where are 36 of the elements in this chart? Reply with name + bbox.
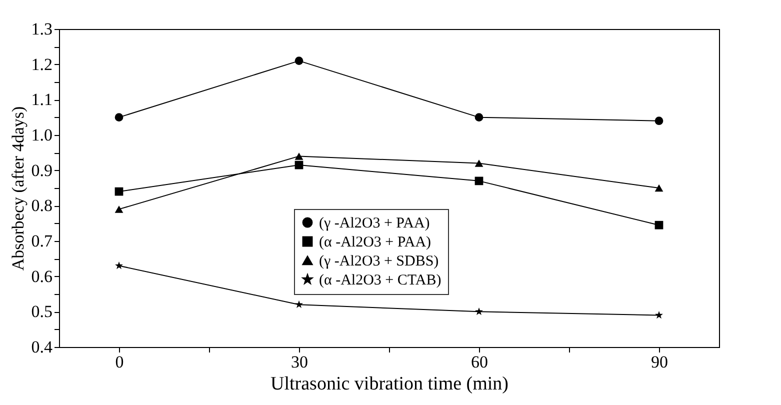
point — [654, 184, 664, 192]
point — [655, 311, 663, 319]
legend-label: (γ -Al2O3 + PAA) — [319, 216, 430, 232]
y-tick-label: 1.3 — [31, 20, 52, 38]
y-tick-label: 0.6 — [31, 266, 52, 286]
legend-label: (α -Al2O3 + CTAB) — [319, 272, 442, 288]
point — [654, 116, 664, 126]
x-axis-title: Ultrasonic vibration time (min) — [270, 374, 508, 394]
point — [294, 56, 304, 65]
point — [114, 206, 124, 213]
point — [294, 152, 304, 160]
point — [294, 160, 304, 170]
x-tick-label: 90 — [651, 352, 668, 372]
point — [474, 113, 484, 122]
point — [474, 160, 484, 167]
point — [475, 307, 483, 316]
point — [474, 176, 484, 186]
y-tick-label: 1.0 — [31, 126, 52, 144]
y-tick-label: 0.8 — [31, 196, 52, 216]
x-tick-label: 30 — [291, 352, 308, 372]
x-tick-label: 60 — [471, 352, 488, 372]
x-tick-label: 0 — [115, 352, 124, 372]
y-tick-label: 0.7 — [31, 232, 53, 250]
y-tick-label: 0.4 — [31, 338, 53, 356]
point — [295, 300, 303, 308]
y-tick-label: 1.1 — [31, 90, 52, 110]
y-tick-label: 0.9 — [31, 160, 52, 180]
y-axis-title: Absorbecy (after 4days) — [8, 106, 28, 271]
point — [114, 113, 124, 122]
legend-label: (γ -Al2O3 + SDBS) — [319, 254, 439, 270]
legend-label: (α -Al2O3 + PAA) — [319, 234, 432, 250]
point — [114, 187, 124, 196]
point — [654, 220, 664, 230]
y-tick-label: 0.5 — [31, 302, 52, 322]
point — [115, 262, 123, 270]
y-tick-label: 1.2 — [31, 54, 52, 74]
